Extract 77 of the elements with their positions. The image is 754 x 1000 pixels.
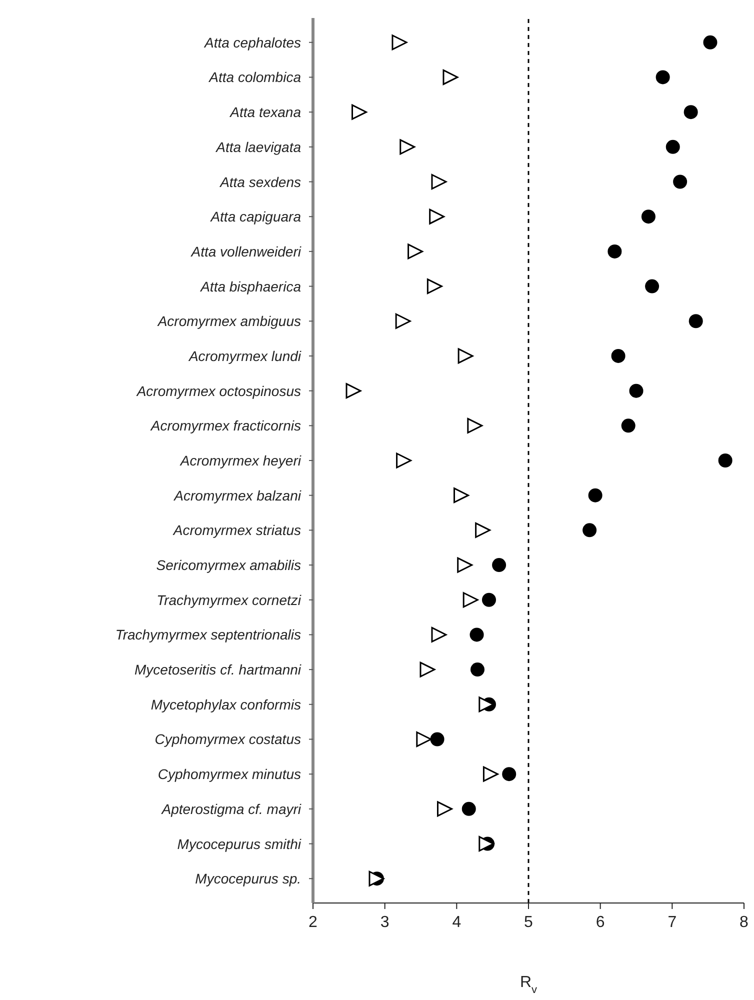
point — [462, 592, 478, 608]
point — [431, 626, 447, 642]
point — [431, 174, 447, 190]
y-tick-label: Mycetoseritis cf. hartmanni — [134, 662, 302, 678]
y-tick-label: Cyphomyrmex minutus — [158, 766, 301, 782]
y-tick-label: Acromyrmex striatus — [172, 522, 301, 538]
point — [420, 662, 436, 678]
point — [688, 314, 703, 328]
point — [429, 208, 445, 224]
point — [492, 558, 506, 572]
y-tick-label: Apterostigma cf. mayri — [160, 800, 302, 817]
y-tick-label: Acromyrmex ambiguus — [156, 313, 301, 330]
point — [673, 174, 688, 189]
point — [470, 662, 484, 677]
y-tick-label: Atta colombica — [208, 69, 302, 86]
y-tick-label: Acromyrmex balzani — [173, 487, 302, 504]
point — [454, 488, 470, 504]
point — [346, 383, 362, 399]
point — [666, 140, 680, 154]
y-tick-label: Cyphomyrmex costatus — [154, 731, 301, 748]
point — [502, 767, 516, 782]
y-tick-label: Acromyrmex fracticornis — [150, 418, 301, 434]
y-tick-label: Atta sexdens — [219, 174, 301, 190]
x-tick-label: 2 — [308, 914, 318, 931]
y-tick-label: Atta bisphaerica — [200, 278, 302, 294]
y-tick-label: Mycocepurus smithi — [177, 836, 302, 852]
y-tick-label: Atta texana — [229, 104, 302, 120]
point — [656, 70, 670, 84]
x-tick-label: 5 — [524, 914, 534, 931]
point — [458, 348, 474, 364]
point — [703, 35, 718, 50]
point — [430, 732, 444, 746]
point — [611, 348, 626, 363]
point — [718, 454, 732, 468]
x-tick-label: 3 — [380, 914, 390, 931]
point — [482, 766, 498, 782]
y-tick-label: Atta cephalotes — [203, 34, 301, 50]
point — [416, 731, 432, 747]
y-tick-label: Trachymyrmex septentrionalis — [115, 626, 301, 643]
x-tick-label: 6 — [596, 914, 605, 931]
point — [588, 488, 602, 502]
y-tick-label: Acromyrmex heyeri — [179, 452, 302, 468]
point — [641, 210, 656, 224]
y-tick-label: Sericomyrmex amabilis — [156, 557, 301, 574]
point — [396, 452, 412, 468]
y-tick-label: Acromyrmex lundi — [188, 348, 302, 364]
y-tick-label: Atta vollenweideri — [190, 243, 302, 260]
point — [482, 592, 496, 607]
point — [621, 418, 636, 433]
x-tick-label: 7 — [668, 914, 677, 931]
point — [582, 523, 597, 538]
y-tick-label: Acromyrmex octospinosus — [136, 382, 301, 399]
point — [442, 69, 458, 85]
point — [645, 279, 660, 294]
point — [629, 384, 644, 398]
x-axis-title: R$_{v}$ — [520, 974, 538, 996]
point — [462, 802, 476, 816]
y-tick-label: Mycetophylax conformis — [150, 696, 301, 712]
x-tick-label: 8 — [740, 914, 749, 931]
point — [475, 522, 491, 538]
point — [408, 244, 424, 260]
point — [608, 244, 622, 258]
y-tick-label: Atta laevigata — [215, 138, 302, 155]
y-tick-label: Trachymyrmex cornetzi — [156, 592, 302, 608]
point — [426, 278, 442, 294]
point — [436, 801, 452, 817]
point — [684, 105, 698, 120]
point — [352, 104, 368, 120]
x-tick-label: 4 — [452, 914, 462, 931]
point — [392, 34, 408, 50]
point — [400, 139, 416, 155]
y-tick-label: Atta capiguara — [210, 208, 302, 225]
y-tick-label: Mycocepurus sp. — [195, 870, 301, 887]
point — [395, 313, 411, 329]
point — [470, 628, 484, 642]
point — [467, 418, 483, 434]
point — [457, 557, 473, 573]
